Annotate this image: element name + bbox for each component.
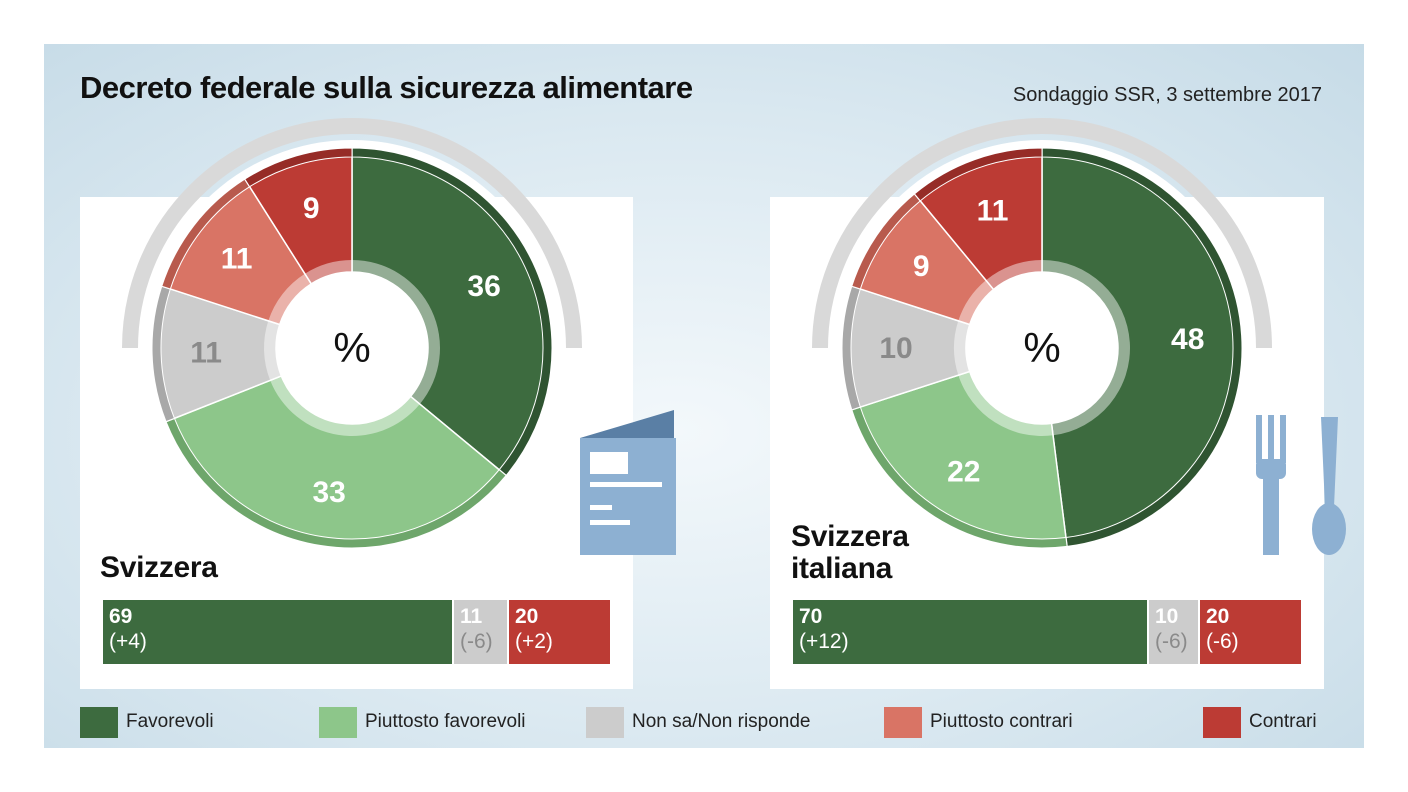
- slice-inner-piuttosto-favorevoli: [958, 371, 1054, 436]
- slice-label-piuttosto-contrari: 11: [221, 243, 253, 276]
- donut-center-label: %: [1023, 324, 1060, 371]
- slice-rim-contrari: [244, 147, 353, 188]
- summary-bar-favorevoli: 69 (+4): [103, 600, 452, 664]
- legend-item-piuttosto-contrari: Piuttosto contrari: [884, 706, 1073, 738]
- slice-label-non-sa: 11: [190, 337, 222, 370]
- legend-swatch: [884, 706, 922, 738]
- slice-inner-non-sa: [264, 320, 282, 381]
- slice-inner-favorevoli: [352, 260, 441, 405]
- summary-bar-non-sa: 10 (-6): [1149, 600, 1198, 664]
- summary-bar-contrari: 20 (+2): [509, 600, 610, 664]
- region-title-svizzera: Svizzera: [100, 551, 218, 584]
- legend-swatch: [586, 706, 624, 738]
- decorative-arc: [812, 118, 1272, 349]
- slice-label-non-sa: 10: [879, 332, 912, 365]
- chart-title: Decreto federale sulla sicurezza aliment…: [80, 70, 693, 105]
- slice-inner-piuttosto-contrari: [268, 273, 312, 325]
- slice-label-piuttosto-favorevoli: 22: [947, 455, 980, 488]
- summary-bar-favorevoli: 70 (+12): [793, 600, 1147, 664]
- slice-inner-piuttosto-contrari: [958, 280, 994, 325]
- region-title-svizzera-italiana: Svizzera italiana: [791, 520, 909, 585]
- donut-center-label: %: [333, 324, 370, 371]
- decorative-arc: [122, 118, 582, 349]
- slice-inner-favorevoli: [1042, 260, 1131, 436]
- fork-spoon-icon: [1256, 415, 1346, 555]
- slice-label-favorevoli: 48: [1171, 323, 1204, 356]
- slice-label-favorevoli: 36: [467, 270, 500, 303]
- slice-inner-non-sa: [954, 320, 970, 376]
- donut-hole: [968, 274, 1116, 422]
- document-icon: [580, 410, 676, 555]
- slice-inner-contrari: [304, 260, 352, 284]
- legend-item-contrari: Contrari: [1203, 706, 1317, 738]
- slice-label-contrari: 9: [303, 192, 320, 225]
- slice-label-piuttosto-favorevoli: 33: [312, 476, 345, 509]
- legend-item-non-sa: Non sa/Non risponde: [586, 706, 811, 738]
- slice-label-piuttosto-contrari: 9: [913, 250, 930, 283]
- slice-rim-contrari: [913, 147, 1043, 202]
- slice-inner-piuttosto-favorevoli: [270, 375, 420, 437]
- legend-swatch: [80, 706, 118, 738]
- legend-item-piuttosto-favorevoli: Piuttosto favorevoli: [319, 706, 526, 738]
- legend-swatch: [1203, 706, 1241, 738]
- summary-bar-contrari: 20 (-6): [1200, 600, 1301, 664]
- donut-chart-svizzera-italiana: 48 22 10 9 11%: [812, 118, 1272, 556]
- legend-swatch: [319, 706, 357, 738]
- donut-hole: [278, 274, 426, 422]
- source-note: Sondaggio SSR, 3 settembre 2017: [1012, 84, 1322, 106]
- slice-label-contrari: 11: [977, 195, 1009, 228]
- donut-chart-svizzera: 36 33 11 11 9%: [122, 118, 582, 556]
- slice-inner-contrari: [985, 260, 1042, 290]
- legend-item-favorevoli: Favorevoli: [80, 706, 214, 738]
- summary-bar-non-sa: 11 (-6): [454, 600, 507, 664]
